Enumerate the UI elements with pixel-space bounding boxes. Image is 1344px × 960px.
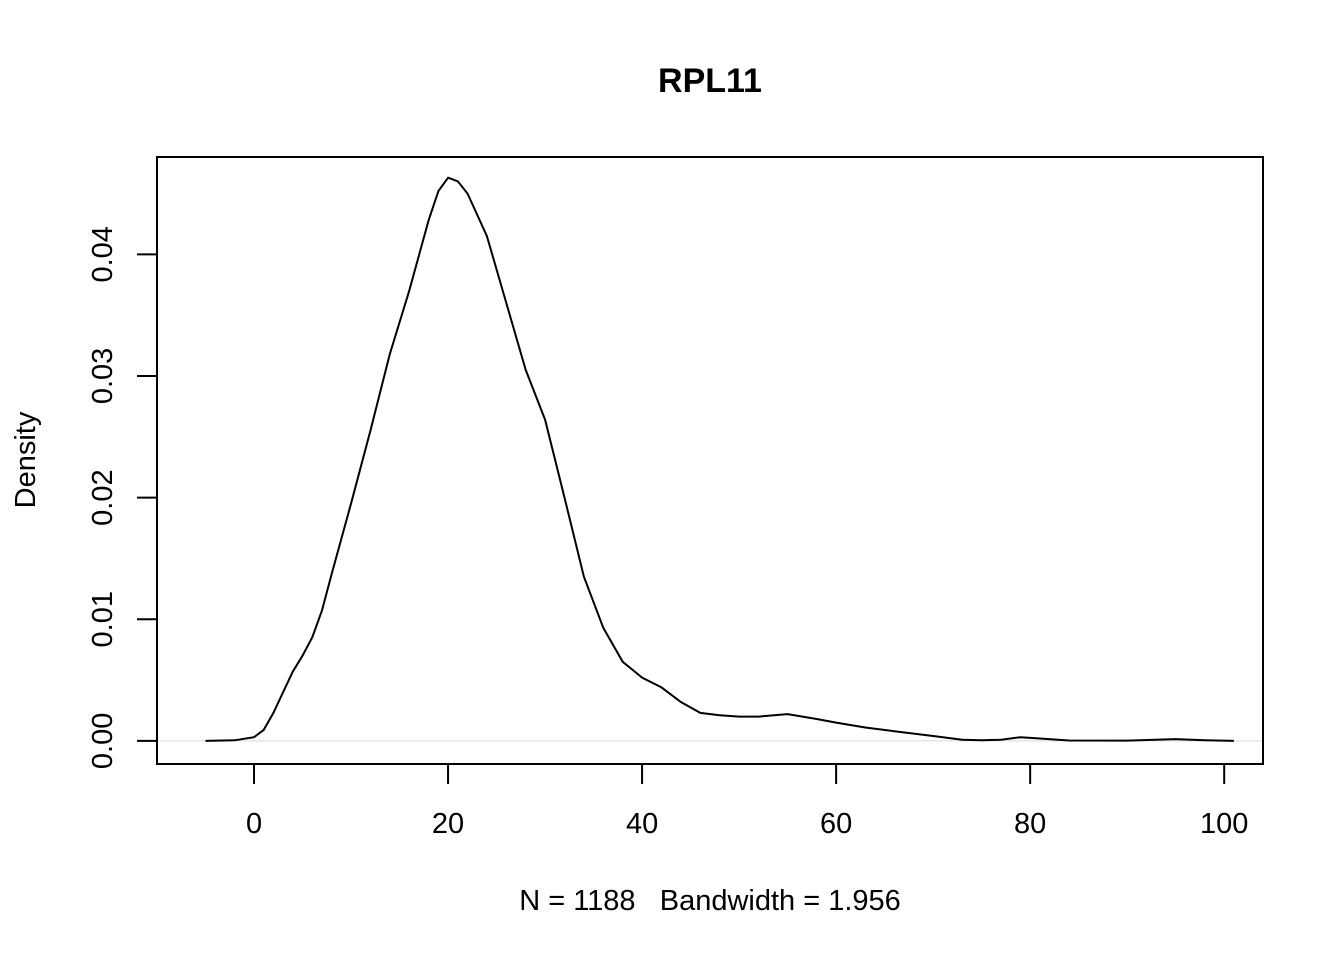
x-tick-label: 60 bbox=[820, 808, 852, 840]
x-axis-label: N = 1188 Bandwidth = 1.956 bbox=[519, 885, 901, 917]
x-tick-label: 40 bbox=[626, 808, 658, 840]
x-axis: 0 20 40 60 80 100 bbox=[246, 763, 1248, 840]
y-tick-label: 0.01 bbox=[87, 591, 119, 647]
y-tick-label: 0.00 bbox=[87, 713, 119, 769]
y-tick-label: 0.03 bbox=[87, 348, 119, 404]
y-axis-label: Density bbox=[10, 411, 42, 508]
x-tick-label: 20 bbox=[432, 808, 464, 840]
x-tick-label: 0 bbox=[246, 808, 262, 840]
density-curve bbox=[205, 176, 1234, 742]
plot-frame bbox=[156, 156, 1264, 765]
x-tick-label: 100 bbox=[1200, 808, 1248, 840]
y-tick-label: 0.04 bbox=[87, 226, 119, 282]
chart-title: RPL11 bbox=[658, 62, 762, 100]
y-axis: 0.00 0.01 0.02 0.03 0.04 bbox=[87, 226, 158, 769]
y-tick-label: 0.02 bbox=[87, 469, 119, 525]
x-tick-label: 80 bbox=[1014, 808, 1046, 840]
